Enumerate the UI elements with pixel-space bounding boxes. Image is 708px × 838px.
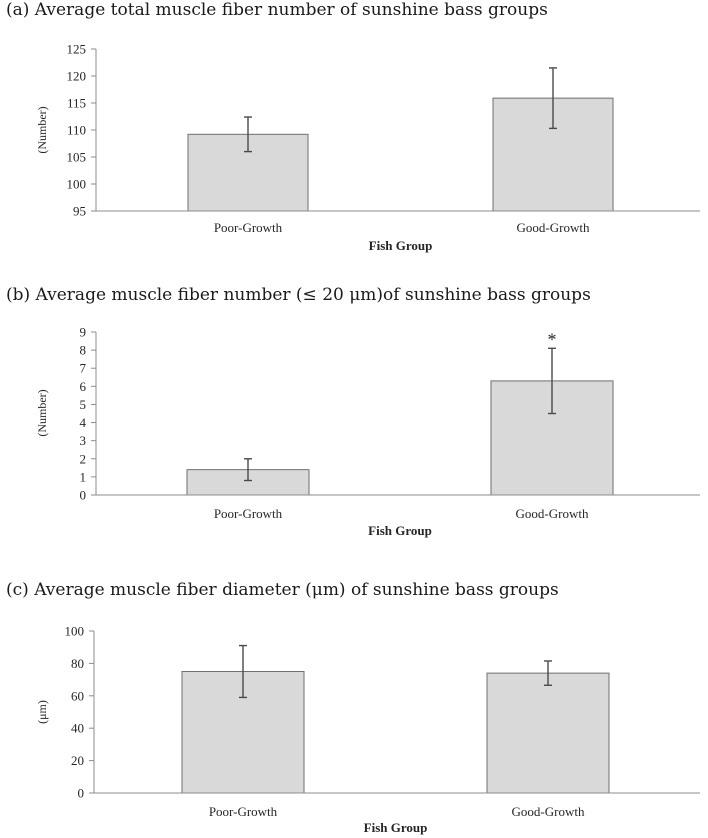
x-axis-title: Fish Group xyxy=(364,820,428,835)
bar-good-growth xyxy=(486,672,610,794)
y-tick-label: 4 xyxy=(80,415,87,430)
y-tick-label: 120 xyxy=(67,69,87,84)
bar-chart-c: Poor-Growth Good-Growth 0 20 40 60 80 100 Fish G… xyxy=(35,624,700,835)
y-tick-label: 40 xyxy=(71,721,84,736)
y-tick-label: 115 xyxy=(67,96,86,111)
chart-panel-a: (a) Average total muscle fiber number of… xyxy=(0,0,708,268)
x-axis-title: Fish Group xyxy=(368,523,432,538)
y-axis-title: (Number) xyxy=(35,389,49,436)
y-tick-label: 95 xyxy=(73,204,86,219)
y-tick-label: 8 xyxy=(80,343,87,358)
y-tick-label: 9 xyxy=(80,325,87,340)
x-tick-label: Good-Growth xyxy=(512,804,585,819)
x-tick-label: Poor-Growth xyxy=(209,804,278,819)
x-tick-label: Good-Growth xyxy=(516,506,589,521)
y-tick-label: 80 xyxy=(71,656,84,671)
significance-marker: * xyxy=(548,329,557,349)
x-tick-label: Poor-Growth xyxy=(214,506,283,521)
x-axis-title: Fish Group xyxy=(369,238,433,253)
y-tick-label: 20 xyxy=(71,753,84,768)
y-axis-title: (μm) xyxy=(35,700,49,724)
y-tick-label: 100 xyxy=(65,624,85,639)
y-tick-label: 60 xyxy=(71,688,84,703)
bar-poor-growth xyxy=(187,133,309,212)
chart-panel-c: (c) Average muscle fiber diameter (μm) o… xyxy=(0,574,708,838)
y-tick-label: 5 xyxy=(80,397,87,412)
y-tick-label: 125 xyxy=(67,42,87,57)
y-tick-label: 100 xyxy=(67,177,87,192)
y-tick-label: 0 xyxy=(78,786,85,801)
x-tick-label: Good-Growth xyxy=(517,220,590,235)
chart-title: (c) Average muscle fiber diameter (μm) o… xyxy=(6,580,559,600)
bar-chart-b: Poor-Growth * Good-Growth 0 1 2 3 4 5 6 7 8 9 Fish Gr… xyxy=(35,325,700,538)
y-tick-label: 105 xyxy=(67,150,87,165)
y-tick-label: 110 xyxy=(67,123,86,138)
x-tick-label: Poor-Growth xyxy=(214,220,283,235)
bar-chart-a: Poor-Growth Good-Growth 95 100 105 110 115 120 1… xyxy=(35,42,700,253)
y-tick-label: 0 xyxy=(80,488,87,503)
y-tick-label: 6 xyxy=(80,379,87,394)
y-tick-label: 2 xyxy=(80,451,87,466)
chart-panel-b: (b) Average muscle fiber number (≤ 20 μm… xyxy=(0,282,708,554)
y-tick-label: 1 xyxy=(80,469,87,484)
y-axis-title: (Number) xyxy=(35,106,49,153)
y-tick-label: 3 xyxy=(80,433,87,448)
chart-title: (b) Average muscle fiber number (≤ 20 μm… xyxy=(6,285,591,305)
chart-title: (a) Average total muscle fiber number of… xyxy=(6,0,548,20)
y-tick-label: 7 xyxy=(80,361,87,376)
